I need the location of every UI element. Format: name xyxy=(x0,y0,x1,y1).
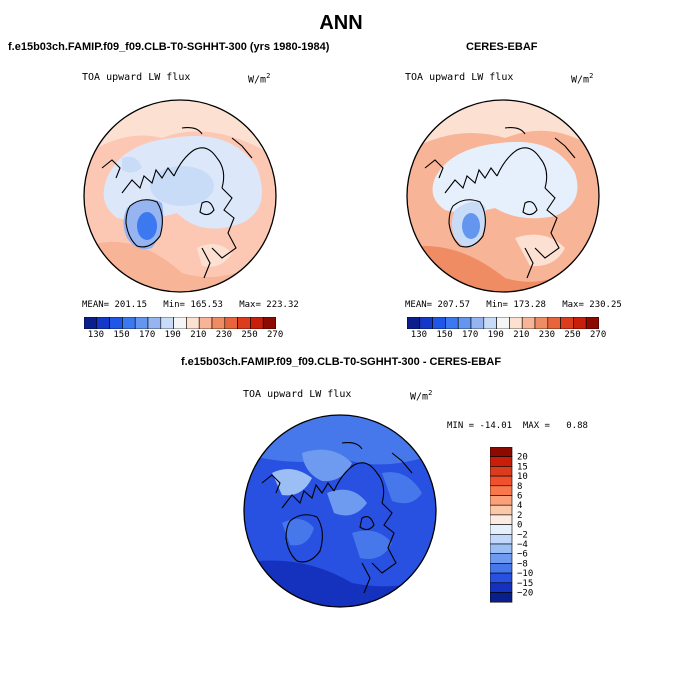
colorbar-tick-label: −2 xyxy=(517,530,528,540)
colorbar-tick-label: 230 xyxy=(538,330,556,340)
colorbar-box xyxy=(489,456,513,467)
colorbar-tick-label: 130 xyxy=(87,330,105,340)
colorbar-tick-label: 15 xyxy=(517,462,528,472)
colorbar-tick-label: 150 xyxy=(113,330,130,340)
colorbar-box xyxy=(489,504,513,516)
colorbar-box xyxy=(237,316,251,330)
colorbar-tick-label: 130 xyxy=(410,330,428,340)
colorbar-tick-label: 190 xyxy=(164,330,181,340)
colorbar-tick-label: 210 xyxy=(190,330,207,340)
panel2-colorbar xyxy=(406,316,600,334)
colorbar-tick-label: 230 xyxy=(215,330,233,340)
panel2-stats: MEAN= 207.57 Min= 173.28 Max= 230.25 xyxy=(405,300,622,310)
colorbar-box xyxy=(489,563,513,574)
colorbar-tick-label: −20 xyxy=(517,589,533,599)
panel2-variable-label: TOA upward LW flux xyxy=(405,72,514,83)
panel3-stats: MIN = -14.01 MAX = 0.88 xyxy=(447,421,588,431)
colorbar-tick-label: 210 xyxy=(513,330,530,340)
panel1-polar-map xyxy=(83,99,277,293)
colorbar-tick-label: 10 xyxy=(517,472,528,482)
colorbar-tick-label: 2 xyxy=(517,511,522,521)
colorbar-box xyxy=(432,316,446,330)
panel1-title: f.e15b03ch.FAMIP.f09_f09.CLB-T0-SGHHT-30… xyxy=(8,41,330,53)
colorbar-box xyxy=(489,485,513,496)
colorbar-tick-label: −10 xyxy=(517,569,533,579)
colorbar-box xyxy=(186,316,200,330)
colorbar-box xyxy=(224,316,238,330)
colorbar-box xyxy=(489,582,513,593)
colorbar-tick-label: 6 xyxy=(517,492,522,502)
colorbar-box xyxy=(489,553,513,564)
panel1-colorbar-ticks: 130 150 170 190 210 230 250 270 xyxy=(84,330,283,342)
colorbar-tick-label: 250 xyxy=(564,330,581,340)
colorbar-tick-label: 190 xyxy=(487,330,504,340)
colorbar-box xyxy=(198,316,213,330)
colorbar-tick-label: 8 xyxy=(517,482,522,492)
colorbar-box xyxy=(211,316,226,330)
colorbar-box xyxy=(489,592,513,603)
colorbar-tick-label: 270 xyxy=(267,330,284,340)
colorbar-box xyxy=(489,466,513,477)
panel2-polar-map xyxy=(406,99,600,293)
colorbar-tick-label: −8 xyxy=(517,559,528,569)
colorbar-tick-label: −4 xyxy=(517,540,528,550)
panel3-polar-map xyxy=(243,414,437,608)
colorbar-tick-label: −15 xyxy=(517,579,533,589)
colorbar-tick-label: 170 xyxy=(462,330,479,340)
colorbar-box xyxy=(83,316,98,330)
colorbar-box xyxy=(496,316,510,330)
colorbar-box xyxy=(147,316,162,330)
colorbar-tick-label: 170 xyxy=(139,330,156,340)
colorbar-tick-label: 270 xyxy=(590,330,607,340)
colorbar-box xyxy=(122,316,136,330)
colorbar-box xyxy=(109,316,123,330)
colorbar-box xyxy=(262,316,277,330)
colorbar-box xyxy=(489,572,513,584)
colorbar-box xyxy=(489,524,513,535)
panel2-title: CERES-EBAF xyxy=(466,41,538,53)
colorbar-box xyxy=(445,316,459,330)
colorbar-box xyxy=(470,316,485,330)
colorbar-box xyxy=(489,543,513,554)
panel3-units: W/m2 xyxy=(410,389,433,403)
colorbar-tick-label: 20 xyxy=(517,453,528,463)
main-title: ANN xyxy=(319,12,363,34)
colorbar-box xyxy=(483,316,497,330)
panel2-units: W/m2 xyxy=(571,72,594,86)
colorbar-tick-label: 250 xyxy=(241,330,258,340)
colorbar-box xyxy=(534,316,549,330)
colorbar-box xyxy=(489,534,513,545)
colorbar-box xyxy=(134,316,149,330)
colorbar-box xyxy=(489,495,513,506)
panel2-colorbar-ticks: 130 150 170 190 210 230 250 270 xyxy=(407,330,606,342)
colorbar-box xyxy=(406,316,421,330)
panel1-variable-label: TOA upward LW flux xyxy=(82,72,191,83)
colorbar-box xyxy=(573,316,587,330)
colorbar-tick-label: −6 xyxy=(517,550,528,560)
colorbar-tick-label: 150 xyxy=(436,330,453,340)
colorbar-box xyxy=(96,316,110,330)
colorbar-tick-label: 4 xyxy=(517,501,522,511)
colorbar-box xyxy=(250,316,264,330)
colorbar-box xyxy=(560,316,574,330)
panel3-title: f.e15b03ch.FAMIP.f09_f09.CLB-T0-SGHHT-30… xyxy=(180,356,502,368)
panel1-colorbar xyxy=(83,316,277,334)
colorbar-box xyxy=(160,316,174,330)
panel1-units: W/m2 xyxy=(248,72,271,86)
colorbar-box xyxy=(521,316,536,330)
colorbar-box xyxy=(489,514,513,525)
colorbar-box xyxy=(509,316,523,330)
panel3-variable-label: TOA upward LW flux xyxy=(243,389,352,400)
colorbar-box xyxy=(547,316,561,330)
panel1-stats: MEAN= 201.15 Min= 165.53 Max= 223.32 xyxy=(82,300,299,310)
colorbar-box xyxy=(585,316,600,330)
colorbar-box xyxy=(419,316,433,330)
colorbar-box xyxy=(489,446,513,457)
colorbar-tick-label: 0 xyxy=(517,521,522,531)
colorbar-box xyxy=(457,316,472,330)
colorbar-box xyxy=(173,316,187,330)
panel3-colorbar: 20 15 10 8 6 4 2 0 −2 −4 −6 −8 −10 −15 −20 xyxy=(489,446,560,611)
colorbar-box xyxy=(489,475,513,487)
